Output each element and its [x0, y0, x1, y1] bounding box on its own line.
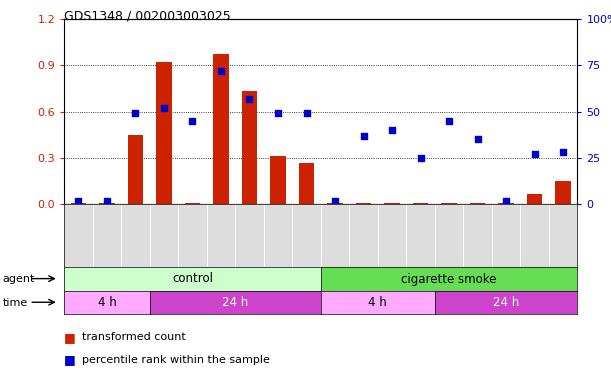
Point	[73, 198, 83, 204]
Bar	[356, 203, 371, 204]
Bar	[441, 203, 457, 204]
Bar	[70, 203, 86, 204]
Text: control: control	[172, 273, 213, 285]
Bar	[499, 203, 514, 204]
Point	[216, 68, 226, 74]
Point	[501, 198, 511, 204]
Point	[102, 198, 112, 204]
Point	[558, 149, 568, 155]
Bar	[413, 203, 428, 204]
Bar	[470, 203, 486, 204]
Point	[131, 110, 141, 116]
Point	[188, 118, 197, 124]
Point	[330, 198, 340, 204]
Text: time: time	[2, 298, 27, 307]
Bar	[299, 163, 314, 204]
Text: 24 h: 24 h	[222, 296, 248, 309]
Bar	[384, 203, 400, 204]
Bar	[128, 135, 143, 204]
Text: ■: ■	[64, 354, 76, 366]
Bar	[99, 203, 115, 204]
Text: transformed count: transformed count	[82, 333, 186, 342]
Text: 24 h: 24 h	[493, 296, 519, 309]
Point	[387, 127, 397, 133]
Point	[273, 110, 283, 116]
Point	[302, 110, 312, 116]
Point	[244, 96, 254, 102]
Point	[359, 133, 368, 139]
Text: cigarette smoke: cigarette smoke	[401, 273, 497, 285]
Text: percentile rank within the sample: percentile rank within the sample	[82, 355, 270, 365]
Bar	[185, 203, 200, 204]
Text: agent: agent	[2, 274, 35, 284]
Bar	[241, 92, 257, 204]
Bar	[555, 181, 571, 204]
Bar	[213, 54, 229, 204]
Bar	[270, 156, 286, 204]
Bar	[527, 194, 543, 204]
Text: 4 h: 4 h	[368, 296, 387, 309]
Point	[415, 155, 425, 161]
Point	[159, 105, 169, 111]
Bar	[156, 62, 172, 204]
Bar	[327, 203, 343, 204]
Text: ■: ■	[64, 331, 76, 344]
Point	[530, 151, 540, 157]
Point	[473, 136, 483, 142]
Text: 4 h: 4 h	[98, 296, 116, 309]
Point	[444, 118, 454, 124]
Text: GDS1348 / 002003003025: GDS1348 / 002003003025	[64, 9, 231, 22]
